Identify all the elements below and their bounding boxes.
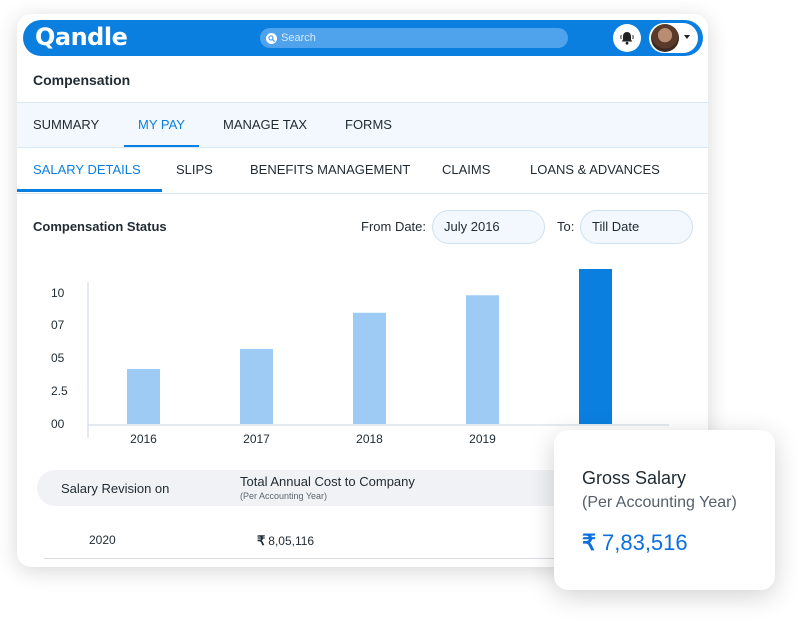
x-tick-label: 2018 <box>356 432 383 446</box>
to-date-label: To: <box>557 219 575 234</box>
search-icon <box>266 32 277 44</box>
qandle-logo[interactable]: Qandle <box>35 23 128 51</box>
notifications-button[interactable] <box>613 24 641 52</box>
compensation-status-title: Compensation Status <box>33 219 167 234</box>
tab-manage-tax[interactable]: MANAGE TAX <box>223 117 308 132</box>
gross-salary-value: ₹7,83,516 <box>582 530 688 556</box>
y-tick-label: 07 <box>51 318 65 332</box>
primary-tabs: SUMMARY MY PAY MANAGE TAX FORMS <box>17 102 708 148</box>
secondary-tabs: SALARY DETAILS SLIPS BENEFITS MANAGEMENT… <box>17 148 708 194</box>
table-row: 2020 ₹8,05,116 <box>44 511 708 559</box>
tab-slips[interactable]: SLIPS <box>176 162 213 177</box>
top-navbar: Qandle <box>23 20 703 56</box>
tab-loans-advances[interactable]: LOANS & ADVANCES <box>530 162 660 177</box>
x-tick-label: 2017 <box>243 432 270 446</box>
tab-benefits-management[interactable]: BENEFITS MANAGEMENT <box>250 162 411 177</box>
chart-bar <box>127 369 160 424</box>
search-bar[interactable] <box>260 28 568 48</box>
chart-bar <box>466 295 499 424</box>
chart-bar <box>579 269 612 424</box>
y-tick-label: 2.5 <box>51 384 68 398</box>
gross-salary-subtitle: (Per Accounting Year) <box>582 494 737 511</box>
gross-salary-card: Gross Salary (Per Accounting Year) ₹7,83… <box>554 430 775 590</box>
gross-salary-amount: 7,83,516 <box>602 530 688 555</box>
y-tick-label: 00 <box>51 417 65 431</box>
tab-forms[interactable]: FORMS <box>345 117 392 132</box>
avatar[interactable] <box>651 24 679 52</box>
revision-year: 2020 <box>89 533 116 547</box>
rupee-symbol: ₹ <box>257 533 266 548</box>
x-tick-label: 2016 <box>130 432 157 446</box>
tab-summary[interactable]: SUMMARY <box>33 117 100 132</box>
user-menu[interactable] <box>649 23 698 53</box>
annual-ctc-amount: 8,05,116 <box>268 534 315 548</box>
from-date-label: From Date: <box>361 219 427 234</box>
bell-icon <box>620 32 634 45</box>
from-date-input[interactable]: July 2016 <box>432 210 545 244</box>
y-tick-label: 10 <box>51 286 65 300</box>
header-salary-revision: Salary Revision on <box>61 481 170 496</box>
gross-salary-title: Gross Salary <box>582 468 687 488</box>
y-tick-label: 05 <box>51 351 65 365</box>
search-input[interactable] <box>281 32 551 44</box>
chart-bar <box>353 312 386 424</box>
rupee-symbol: ₹ <box>582 530 596 555</box>
chevron-down-icon[interactable] <box>684 35 690 39</box>
x-tick-label: 2019 <box>469 432 496 446</box>
tab-my-pay[interactable]: MY PAY <box>124 103 199 147</box>
to-date-input[interactable]: Till Date <box>580 210 693 244</box>
tab-salary-details[interactable]: SALARY DETAILS <box>17 148 162 192</box>
chart-bar <box>240 349 273 424</box>
header-total-annual-ctc: Total Annual Cost to Company <box>240 474 415 489</box>
page-title: Compensation <box>33 72 131 88</box>
tab-claims[interactable]: CLAIMS <box>442 162 491 177</box>
header-per-accounting-year: (Per Accounting Year) <box>240 491 328 501</box>
annual-ctc-value: ₹8,05,116 <box>257 533 314 549</box>
